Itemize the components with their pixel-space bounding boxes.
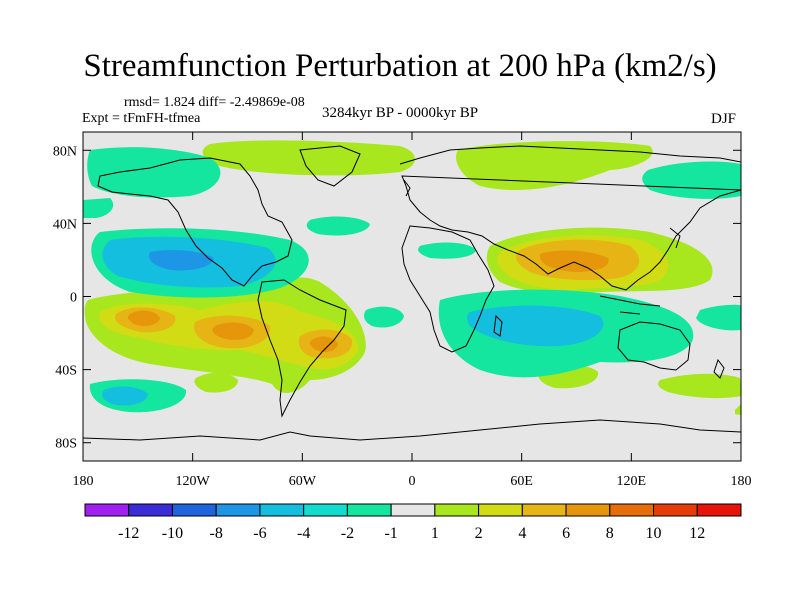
- x-tick-label: 180: [731, 474, 752, 489]
- coast-uk: [403, 179, 411, 197]
- contour-darkorange-sa: [309, 336, 338, 352]
- colorbar-label: -10: [162, 525, 183, 542]
- x-tick-label: 180: [73, 474, 94, 489]
- colorbar-label: 8: [606, 525, 614, 542]
- colorbar-swatch: [128, 503, 173, 517]
- colorbar-swatch: [696, 503, 742, 517]
- colorbar-swatch: [478, 503, 523, 517]
- colorbar-swatch: [84, 503, 130, 517]
- coast-north-america: [97, 157, 293, 287]
- stats-text: rmsd= 1.824 diff= -2.49869e-08: [124, 95, 305, 110]
- contour-neg-atlantic-small: [306, 216, 370, 236]
- coast-australia: [617, 321, 691, 371]
- y-axis: 80N 40N 0 40S 80S: [53, 144, 741, 452]
- colorbar-swatch: [521, 503, 567, 517]
- contour-pos-north-atlantic: [202, 140, 415, 176]
- colorbar-swatch: [390, 503, 436, 517]
- colorbar-swatch: [653, 503, 698, 517]
- contour-neg-west-north-small: [83, 198, 114, 218]
- contour-neg-east-pacific-right: [696, 304, 741, 331]
- contour-pos-south-australia: [658, 373, 741, 399]
- contour-neg-arctic-right: [642, 161, 741, 199]
- y-tick-label: 0: [70, 291, 77, 306]
- y-tick-label: 40N: [53, 217, 77, 232]
- experiment-label: Expt = tFmFH-tfmea: [82, 111, 201, 126]
- colorbar-swatch: [215, 503, 261, 517]
- colorbar-label: 12: [689, 525, 705, 542]
- coast-greenland: [299, 145, 361, 187]
- colorbar-label: -2: [341, 525, 354, 542]
- contour-fields: [83, 140, 741, 415]
- contour-cyan-south-pacific: [102, 386, 148, 406]
- coast-africa: [401, 225, 495, 353]
- colorbar: -12 -10 -8 -6 -4 -2 -1 1 2 4 6 8 10 12: [84, 503, 742, 542]
- x-tick-label: 60W: [289, 474, 317, 489]
- colorbar-label: 2: [475, 525, 483, 542]
- coast-new-zealand: [713, 358, 725, 379]
- colorbar-label: 1: [431, 525, 439, 542]
- contour-deepcyan-pacific: [148, 250, 214, 271]
- coast-antarctica: [83, 419, 741, 441]
- contour-cyan-indian: [467, 305, 604, 347]
- colorbar-swatch: [346, 503, 392, 517]
- colorbar-label: -6: [253, 525, 266, 542]
- coastlines: [83, 145, 741, 441]
- colorbar-swatch: [434, 503, 480, 517]
- colorbar-swatch: [171, 503, 217, 517]
- coast-indonesia: [599, 295, 661, 315]
- contour-darkorange-asia: [539, 250, 609, 272]
- contour-darkorange-sp2: [212, 322, 254, 340]
- colorbar-label: -4: [297, 525, 310, 542]
- colorbar-swatch: [303, 503, 348, 517]
- coast-south-america: [257, 279, 347, 418]
- colorbar-swatch: [609, 503, 655, 517]
- coast-madagascar: [493, 314, 503, 337]
- colorbar-label: 4: [518, 525, 526, 542]
- x-tick-label: 0: [409, 474, 416, 489]
- coast-japan: [669, 227, 681, 249]
- coast-europe-asia: [399, 145, 741, 291]
- contour-neg-south-atlantic-small: [364, 306, 404, 328]
- contour-darkorange-sp1: [127, 310, 160, 326]
- chart-title: Streamfunction Perturbation at 200 hPa (…: [83, 48, 717, 84]
- colorbar-swatch: [259, 503, 305, 517]
- y-tick-label: 40S: [55, 364, 77, 379]
- x-axis: 180 120W 60W 0 60E 120E 180: [73, 132, 752, 489]
- contour-pos-south-dateline: [735, 404, 741, 415]
- contour-pos-south-pacific-small: [194, 372, 238, 393]
- y-tick-label: 80S: [55, 437, 77, 452]
- season-label: DJF: [711, 111, 737, 127]
- x-tick-label: 60E: [510, 474, 533, 489]
- colorbar-label: -1: [384, 525, 397, 542]
- contour-neg-africa-small: [418, 242, 476, 259]
- colorbar-label: 6: [562, 525, 570, 542]
- y-tick-label: 80N: [53, 144, 77, 159]
- contour-pos-arctic-siberia: [456, 141, 653, 191]
- x-tick-label: 120E: [617, 474, 647, 489]
- colorbar-label: -12: [118, 525, 139, 542]
- x-tick-label: 120W: [176, 474, 211, 489]
- colorbar-label: 10: [646, 525, 662, 542]
- colorbar-label: -8: [210, 525, 223, 542]
- colorbar-swatch: [565, 503, 611, 517]
- period-label: 3284kyr BP - 0000kyr BP: [322, 105, 479, 121]
